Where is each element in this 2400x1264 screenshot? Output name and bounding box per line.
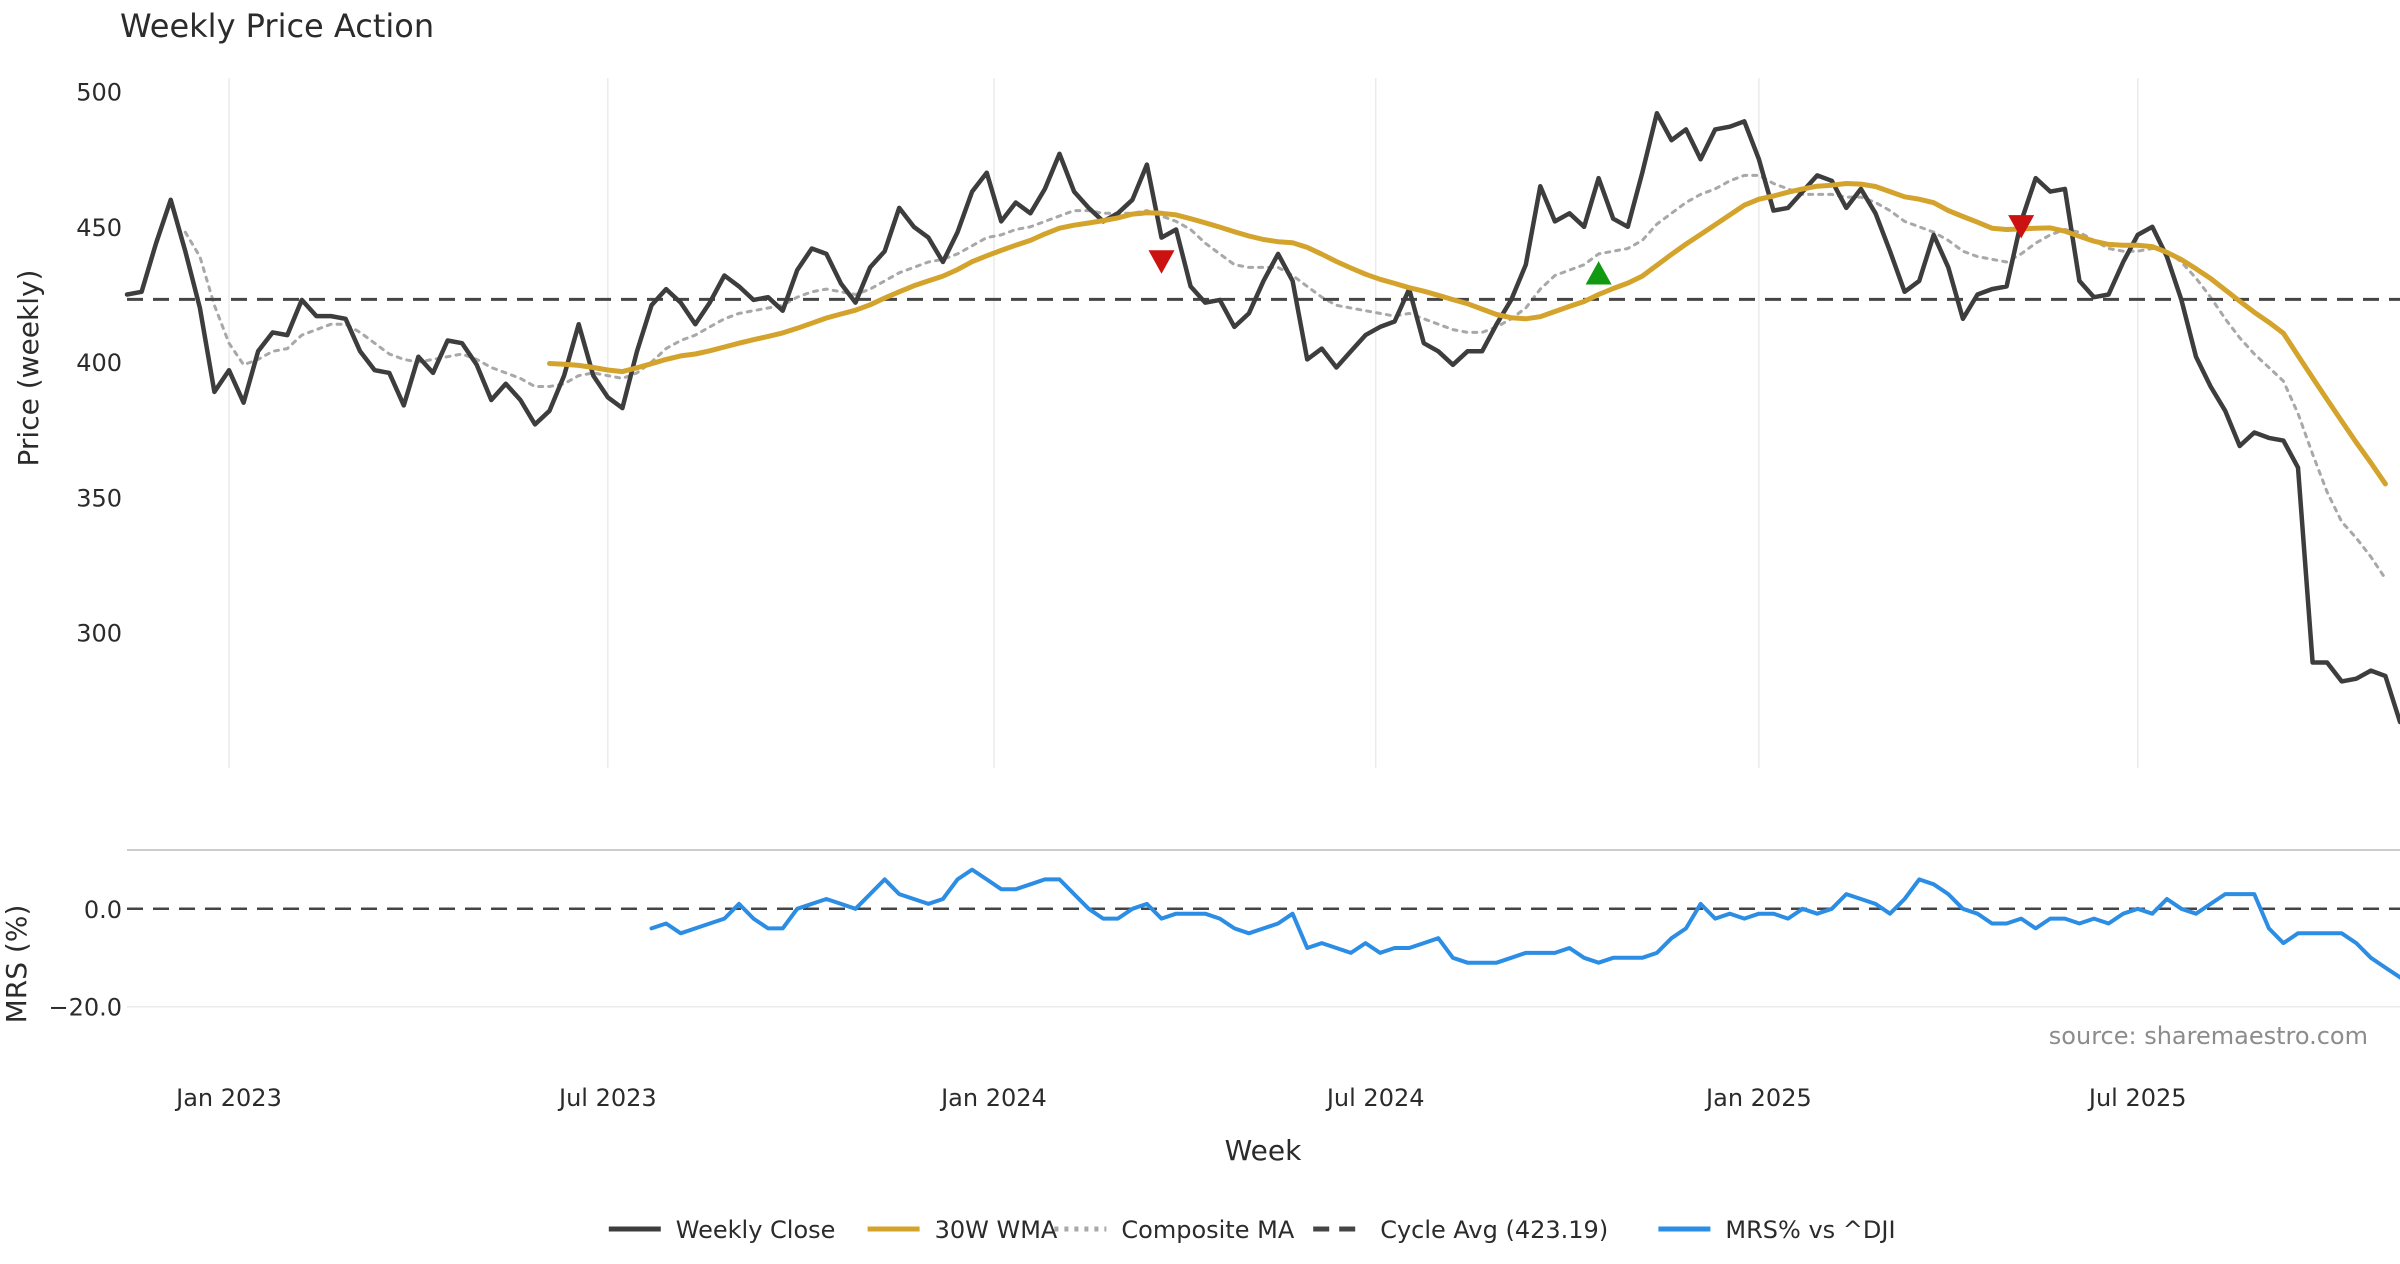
- price-y-axis-label: Price (weekly): [12, 270, 45, 467]
- x-tick-label: Jan 2025: [1704, 1084, 1812, 1112]
- x-tick-label: Jan 2024: [939, 1084, 1047, 1112]
- source-annotation: source: sharemaestro.com: [2049, 1022, 2368, 1050]
- chart-title: Weekly Price Action: [120, 7, 434, 45]
- x-tick-label: Jul 2023: [557, 1084, 657, 1112]
- legend-label: MRS% vs ^DJI: [1725, 1216, 1895, 1244]
- x-tick-label: Jul 2024: [1325, 1084, 1425, 1112]
- mrs-y-tick-label: 0.0: [84, 896, 122, 924]
- x-tick-label: Jan 2023: [174, 1084, 282, 1112]
- legend-label: Weekly Close: [676, 1216, 836, 1244]
- x-tick-label: Jul 2025: [2087, 1084, 2187, 1112]
- legend-label: Composite MA: [1121, 1216, 1294, 1244]
- price-y-tick-label: 450: [76, 214, 122, 242]
- legend-label: 30W WMA: [935, 1216, 1058, 1244]
- x-axis-label: Week: [1225, 1134, 1302, 1167]
- price-y-tick-label: 500: [76, 79, 122, 107]
- price-y-tick-label: 300: [76, 620, 122, 648]
- mrs-y-tick-label: −20.0: [48, 994, 122, 1022]
- price-y-tick-label: 400: [76, 349, 122, 377]
- mrs-y-axis-label: MRS (%): [0, 905, 33, 1024]
- legend-label: Cycle Avg (423.19): [1380, 1216, 1608, 1244]
- price-y-tick-label: 350: [76, 484, 122, 512]
